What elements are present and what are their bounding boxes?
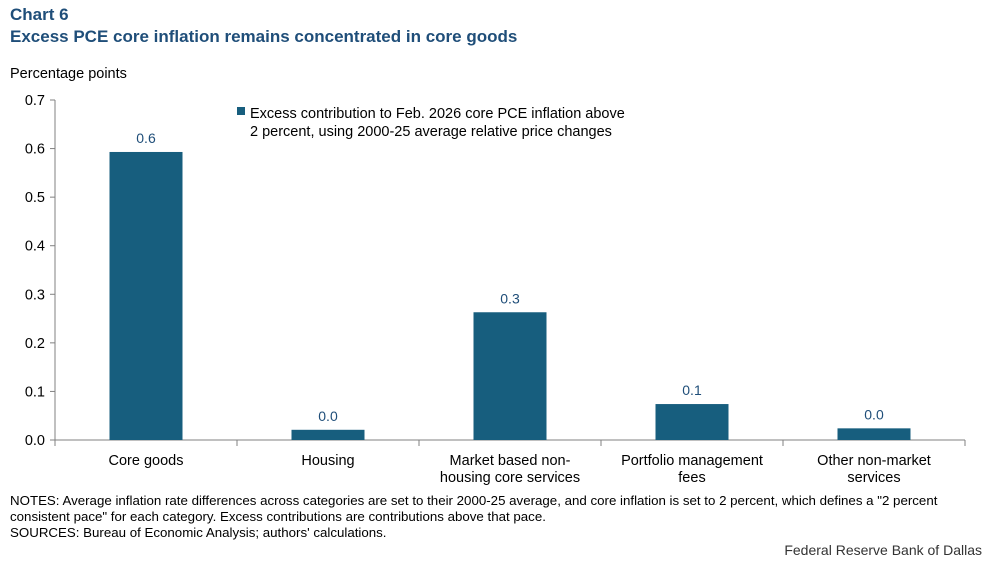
- data-label: 0.3: [500, 290, 520, 306]
- chart-title: Excess PCE core inflation remains concen…: [10, 27, 518, 46]
- y-tick-label: 0.2: [25, 336, 45, 352]
- bar: [291, 429, 365, 440]
- y-tick-label: 0.1: [25, 384, 45, 400]
- x-category-label: Housing: [301, 453, 354, 469]
- bar: [837, 428, 911, 440]
- x-category-label: Market based non-: [450, 453, 571, 469]
- sources-text: SOURCES: Bureau of Economic Analysis; au…: [10, 525, 387, 540]
- bar: [473, 312, 547, 440]
- data-label: 0.0: [864, 406, 884, 422]
- y-tick-label: 0.0: [25, 433, 45, 449]
- x-category-label: fees: [678, 470, 705, 486]
- notes-block: NOTES: Average inflation rate difference…: [10, 493, 990, 541]
- y-axis-label: Percentage points: [10, 66, 127, 82]
- legend-label: 2 percent, using 2000-25 average relativ…: [250, 124, 612, 140]
- x-category-label: Other non-market: [817, 453, 931, 469]
- data-label: 0.1: [682, 382, 702, 398]
- data-label: 0.0: [318, 408, 338, 424]
- legend-swatch: [237, 107, 245, 115]
- chart-number: Chart 6: [10, 5, 69, 24]
- x-category-label: Portfolio management: [621, 453, 763, 469]
- y-tick-label: 0.7: [25, 93, 45, 109]
- y-tick-label: 0.3: [25, 287, 45, 303]
- x-category-label: services: [847, 470, 900, 486]
- data-label: 0.6: [136, 130, 156, 146]
- x-category-label: housing core services: [440, 470, 580, 486]
- y-tick-label: 0.5: [25, 190, 45, 206]
- bar: [109, 151, 183, 440]
- notes-text: NOTES: Average inflation rate difference…: [10, 493, 938, 524]
- x-category-label: Core goods: [109, 453, 184, 469]
- bar: [655, 404, 729, 440]
- y-tick-label: 0.6: [25, 142, 45, 158]
- bar-chart: Percentage points 0.0 0.1 0.2 0.3 0.4 0.5 0.6 0.…: [10, 66, 966, 486]
- y-tick-label: 0.4: [25, 239, 45, 255]
- legend-label: Excess contribution to Feb. 2026 core PC…: [250, 106, 625, 122]
- credit-line: Federal Reserve Bank of Dallas: [784, 542, 982, 558]
